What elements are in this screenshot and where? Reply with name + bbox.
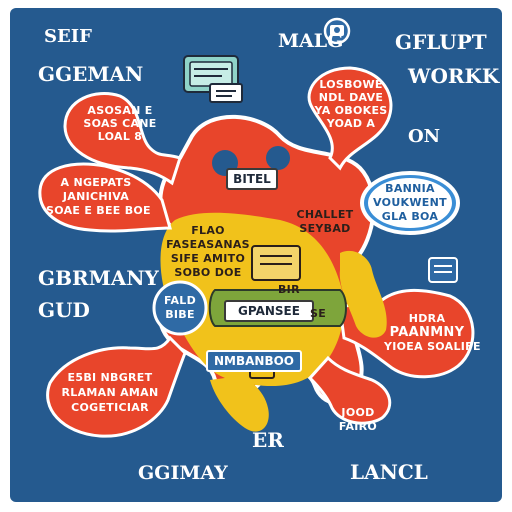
bubble-line: E5BI NBGRET [67, 371, 153, 384]
red-blob-hole-right [266, 146, 290, 170]
label-bottom-center: ER [252, 428, 284, 452]
arm-left-lower [46, 335, 187, 438]
bubble-line: SIFE AMITO [170, 252, 246, 265]
bubble-line: VOUKWENT [373, 196, 447, 209]
pill-center-top: BITEL [226, 168, 278, 190]
tag-green-box-top: BIR [278, 283, 300, 296]
bubble-line: A NGEPATS [60, 176, 132, 189]
bubble-right-lower: HDRA PAANMNY YIOEA SOALIFE [384, 312, 481, 354]
bubble-left-upper: ASOSAN E SOAS CANE LOAL 8 [80, 104, 160, 143]
bubble-line: JOOD [341, 406, 375, 419]
pill-center-bottom: NMBANBOO [206, 350, 302, 372]
label-top-center: MALG [278, 30, 344, 52]
document-icon [428, 257, 458, 283]
label-top-left-1: SEIF [44, 26, 92, 47]
arm-bottom [307, 355, 392, 425]
bubble-bottom-red: JOOD FAIRO [330, 406, 386, 434]
bubble-line: FASEASANAS [166, 238, 250, 251]
diagram-board: SEIF GGEMAN MALG GFLUPT WORKK ON GBRMANY… [10, 8, 502, 502]
bubble-line: PAANMNY [389, 325, 465, 340]
bubble-line: RLAMAN AMAN [61, 386, 159, 399]
bubble-line: HDRA [408, 312, 446, 325]
bubble-left-mid: A NGEPATS JANICHIVA SOAE E BEE BOE [46, 176, 151, 218]
bubble-line: JANICHIVA [62, 190, 130, 203]
bubble-line: YIOEA SOALIFE [384, 340, 481, 353]
bubble-line: SEYBAD [299, 222, 351, 235]
bubble-line: COGETICIAR [71, 401, 149, 414]
bubble-left-lower: E5BI NBGRET RLAMAN AMAN COGETICIAR [54, 370, 166, 415]
label-left-mid-2: GUD [38, 298, 90, 322]
yellow-arm-right [339, 250, 387, 338]
label-left-mid-1: GBRMANY [38, 266, 159, 290]
label-top-right-1: GFLUPT [395, 30, 487, 54]
camera-icon [323, 17, 351, 44]
bubble-line: CHALLET [296, 208, 354, 221]
bubble-line: FAIRO [338, 420, 378, 433]
pill-center-green: GPANSEE [224, 300, 314, 322]
label-bottom-left: GGIMAY [138, 462, 228, 484]
bubble-blue-right: BANNIA VOUKWENT GLA BOA [370, 182, 450, 224]
bubble-line: ASOSAN E [87, 104, 153, 117]
tag-green-box-right: SE [310, 307, 327, 320]
bubble-line: SOBO DOE [174, 266, 242, 279]
bubble-yellow-center: FLAO FASEASANAS SIFE AMITO SOBO DOE [162, 224, 254, 280]
bubble-line: SOAS CANE [83, 117, 157, 130]
arm-top-right [307, 66, 393, 171]
bubble-line: LOSBOWE [319, 78, 383, 91]
yellow-arm-bottom [210, 376, 269, 432]
tag-line: FALD [163, 294, 197, 307]
bubble-line: SOAE E BEE BOE [46, 204, 151, 217]
bubble-line: FLAO [191, 224, 225, 237]
bubble-line: YOAD A [326, 117, 376, 130]
label-top-right-2: WORKK [408, 64, 500, 88]
arm-left-upper [63, 92, 182, 186]
bubble-line: NDL DAVE [318, 91, 384, 104]
bubble-center-right: CHALLET SEYBAD [292, 208, 358, 236]
label-right-mid: ON [408, 126, 441, 147]
bubble-line: YA OBOKES [314, 104, 388, 117]
bubble-top-right: LOSBOWE NDL DAVE YA OBOKES YOAD A [310, 78, 392, 130]
tag-blue-circle: FALD BIBE [160, 294, 200, 322]
tag-line: BIBE [165, 308, 195, 321]
bubble-line: LOAL 8 [97, 130, 143, 143]
label-top-left-2: GGEMAN [38, 62, 144, 86]
calendar-icon [209, 83, 243, 103]
label-bottom-right: LANCL [350, 460, 428, 484]
blue-circle-left [152, 280, 208, 336]
bubble-line: GLA BOA [381, 210, 439, 223]
arm-left-mid [38, 162, 172, 233]
diagram-shapes [38, 66, 475, 438]
bubble-line: BANNIA [385, 182, 435, 195]
